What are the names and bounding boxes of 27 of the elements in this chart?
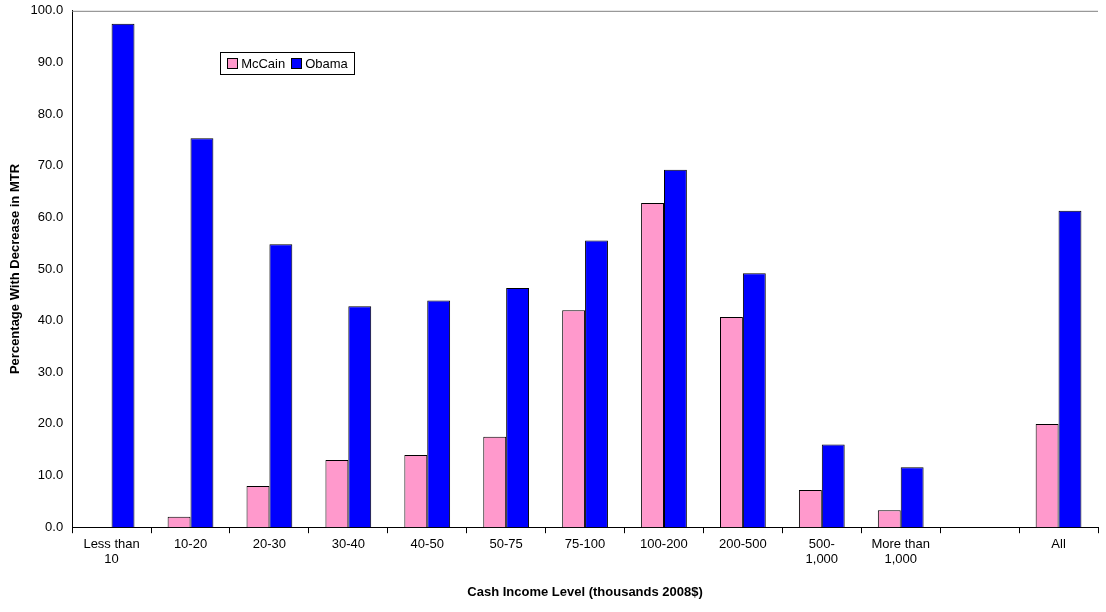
legend-label: Obama [305, 55, 348, 71]
y-tick-label: 20.0 [37, 415, 64, 431]
y-tick-label: 10.0 [37, 467, 64, 483]
y-tick-label: 60.0 [37, 208, 64, 224]
y-axis-title: Percentage With Decrease in MTR [7, 163, 23, 375]
y-tick-label: 50.0 [37, 260, 64, 276]
x-tick-label: More than 1,000 [871, 535, 930, 567]
y-tick-label: 0.0 [45, 518, 64, 534]
y-tick-label: 80.0 [37, 105, 64, 121]
x-tick-label: Less than 10 [83, 535, 140, 567]
x-tick-label: 200-500 [719, 535, 767, 551]
y-tick-label: 100.0 [30, 2, 64, 18]
y-tick-label: 30.0 [37, 363, 64, 379]
x-tick-label: 20-30 [252, 535, 287, 551]
x-tick-label: 500-1,000 [805, 535, 839, 567]
legend-label: McCain [241, 55, 286, 71]
x-tick-label: 50-75 [489, 535, 523, 551]
y-tick-label: 40.0 [37, 312, 64, 328]
x-tick-label: 30-40 [331, 535, 365, 551]
x-tick-label: 40-50 [410, 535, 444, 551]
x-tick-label: 100-200 [640, 535, 688, 551]
x-tick-label: 75-100 [564, 535, 606, 551]
x-tick-label: All [1051, 535, 1066, 551]
y-tick-label: 90.0 [37, 54, 64, 70]
x-tick-label: 10-20 [173, 535, 208, 551]
x-axis-title: Cash Income Level (thousands 2008$) [467, 583, 703, 599]
y-tick-label: 70.0 [37, 157, 64, 173]
